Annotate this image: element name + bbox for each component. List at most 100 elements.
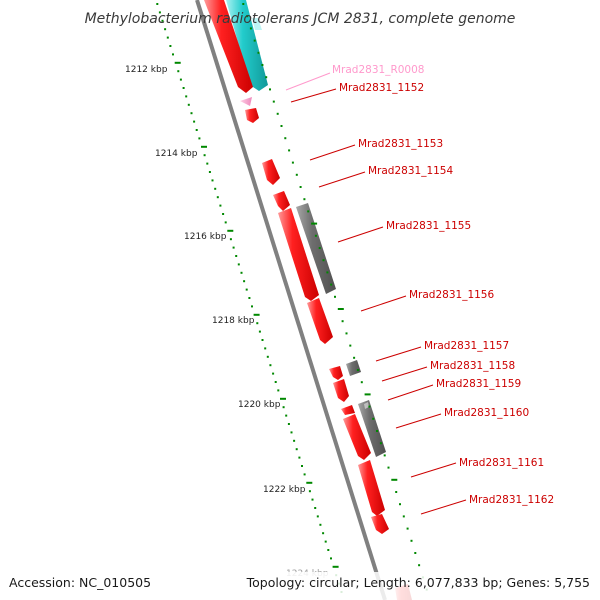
left-ruler-tick [324,540,327,543]
left-ruler-tick [256,322,259,325]
scale-label-1216: 1216 kbp [184,232,227,242]
right-ruler-tick [387,466,390,469]
left-ruler-tick [229,238,232,241]
gene-arrow-mrad2831-r0008[interactable] [240,97,252,106]
left-ruler-tick [237,263,240,266]
left-ruler-tick [245,288,248,291]
gene-label-mrad2831-1152[interactable]: Mrad2831_1152 [339,82,424,94]
left-ruler-tick [156,3,159,5]
left-ruler-tick [311,498,314,501]
gene-labels: Mrad2831_R0008 Mrad2831_1152 Mrad2831_11… [332,64,554,506]
gene-arrow-mrad2831-1158[interactable] [329,366,343,380]
left-ruler-tick [282,406,285,409]
left-ruler-tick [327,549,330,551]
gene-label-mrad2831-1160[interactable]: Mrad2831_1160 [444,407,529,419]
right-ruler-tick [295,173,298,176]
gene-arrow-mrad2831-1160[interactable] [358,400,386,457]
right-ruler-tick [345,332,348,335]
left-ruler-tick [182,87,185,89]
scale-label-1212: 1212 kbp [125,65,168,75]
left-ruler-tick [169,45,172,47]
scale-label-1218: 1218 kbp [212,316,255,326]
left-ruler-tick [190,112,193,115]
left-ruler-tick [274,381,277,383]
right-ruler-tick [326,271,329,274]
left-ruler-tick [316,515,319,518]
left-ruler-tick [295,448,298,451]
gene-label-mrad2831-1158[interactable]: Mrad2831_1158 [430,360,515,372]
right-ruler-tick [414,552,417,554]
right-ruler-tick [364,393,371,396]
left-ruler-tick [164,28,167,31]
gene-label-mrad2831-1159[interactable]: Mrad2831_1159 [436,378,521,390]
left-ruler-tick [280,397,286,400]
right-ruler-tick [376,430,378,432]
left-ruler-tick [322,532,325,535]
label-leaders [285,72,467,515]
leader-1153 [309,144,356,161]
right-ruler-tick [299,186,302,188]
left-ruler-tick [193,120,196,123]
gene-arrow-mrad2831-1159[interactable] [333,379,349,402]
gene-label-mrad2831-1157[interactable]: Mrad2831_1157 [424,340,509,352]
cyan-feature[interactable] [226,0,268,91]
right-ruler-tick [269,88,271,91]
leader-1162 [420,499,467,515]
leader-1154 [318,171,366,188]
left-ruler-tick [177,70,180,73]
right-ruler-tick [341,320,344,323]
gene-arrow-mrad2831-1157[interactable] [346,360,361,376]
left-ruler-tick [161,19,164,22]
right-ruler-tick [280,125,283,127]
right-ruler-tick [418,564,421,567]
gene-arrow-upstream[interactable] [204,0,253,93]
gene-arrow-mrad2831-1162b[interactable] [371,514,389,534]
scale-label-1222: 1222 kbp [263,485,306,495]
map-title: Methylobacterium radiotolerans JCM 2831,… [85,11,516,27]
leader-1161 [410,462,457,478]
right-ruler-tick [276,112,279,115]
gene-label-mrad2831-1154[interactable]: Mrad2831_1154 [368,165,453,177]
right-ruler-tick [261,64,264,66]
gene-label-mrad2831-1162[interactable]: Mrad2831_1162 [469,494,554,506]
left-ruler-tick [203,154,206,157]
right-ruler-tick [284,137,287,140]
left-ruler-tick [235,255,238,257]
left-ruler-tick [332,565,339,568]
right-ruler-tick [330,283,333,286]
left-ruler-tick [172,53,174,56]
gene-label-mrad2831-r0008[interactable]: Mrad2831_R0008 [332,64,424,76]
gene-arrow-mrad2831-1154[interactable] [273,191,290,211]
left-ruler-tick [216,196,219,199]
gene-arrow-mrad2831-1152[interactable] [245,108,259,123]
gene-arrow-mrad2831-1162[interactable] [358,460,385,516]
gene-arrow-mrad2831-1156b[interactable] [307,298,333,344]
gene-arrow-mrad2831-1155[interactable] [296,203,336,294]
left-ruler-tick [208,171,211,173]
right-ruler-tick [291,161,294,164]
gene-label-mrad2831-1155[interactable]: Mrad2831_1155 [386,220,471,232]
right-ruler-tick [307,210,310,213]
right-ruler-tick [391,478,398,481]
gene-label-mrad2831-1153[interactable]: Mrad2831_1153 [358,138,443,150]
gene-arrow-mrad2831-1156[interactable] [278,208,319,301]
right-ruler-tick [372,417,375,420]
right-ruler-tick [318,247,321,249]
left-ruler-tick [227,229,234,232]
accession-text: Accession: NC_010505 [9,575,151,590]
gene-label-mrad2831-1161[interactable]: Mrad2831_1161 [459,457,544,469]
right-ruler-tick [334,295,336,298]
left-ruler-tick [306,481,313,484]
right-ruler-tick [402,515,405,518]
right-ruler-tick [399,503,401,506]
gene-arrow-mrad2831-1161[interactable] [343,414,371,460]
gene-arrow-mrad2831-1160-small[interactable] [341,405,355,415]
gene-label-mrad2831-1156[interactable]: Mrad2831_1156 [409,289,494,301]
right-ruler-tick [395,491,398,493]
leader-r0008 [285,72,331,91]
gene-arrow-mrad2831-1153[interactable] [262,159,280,185]
left-ruler-tick [224,221,227,224]
left-ruler-tick [222,213,225,215]
leader-1157 [375,346,422,362]
